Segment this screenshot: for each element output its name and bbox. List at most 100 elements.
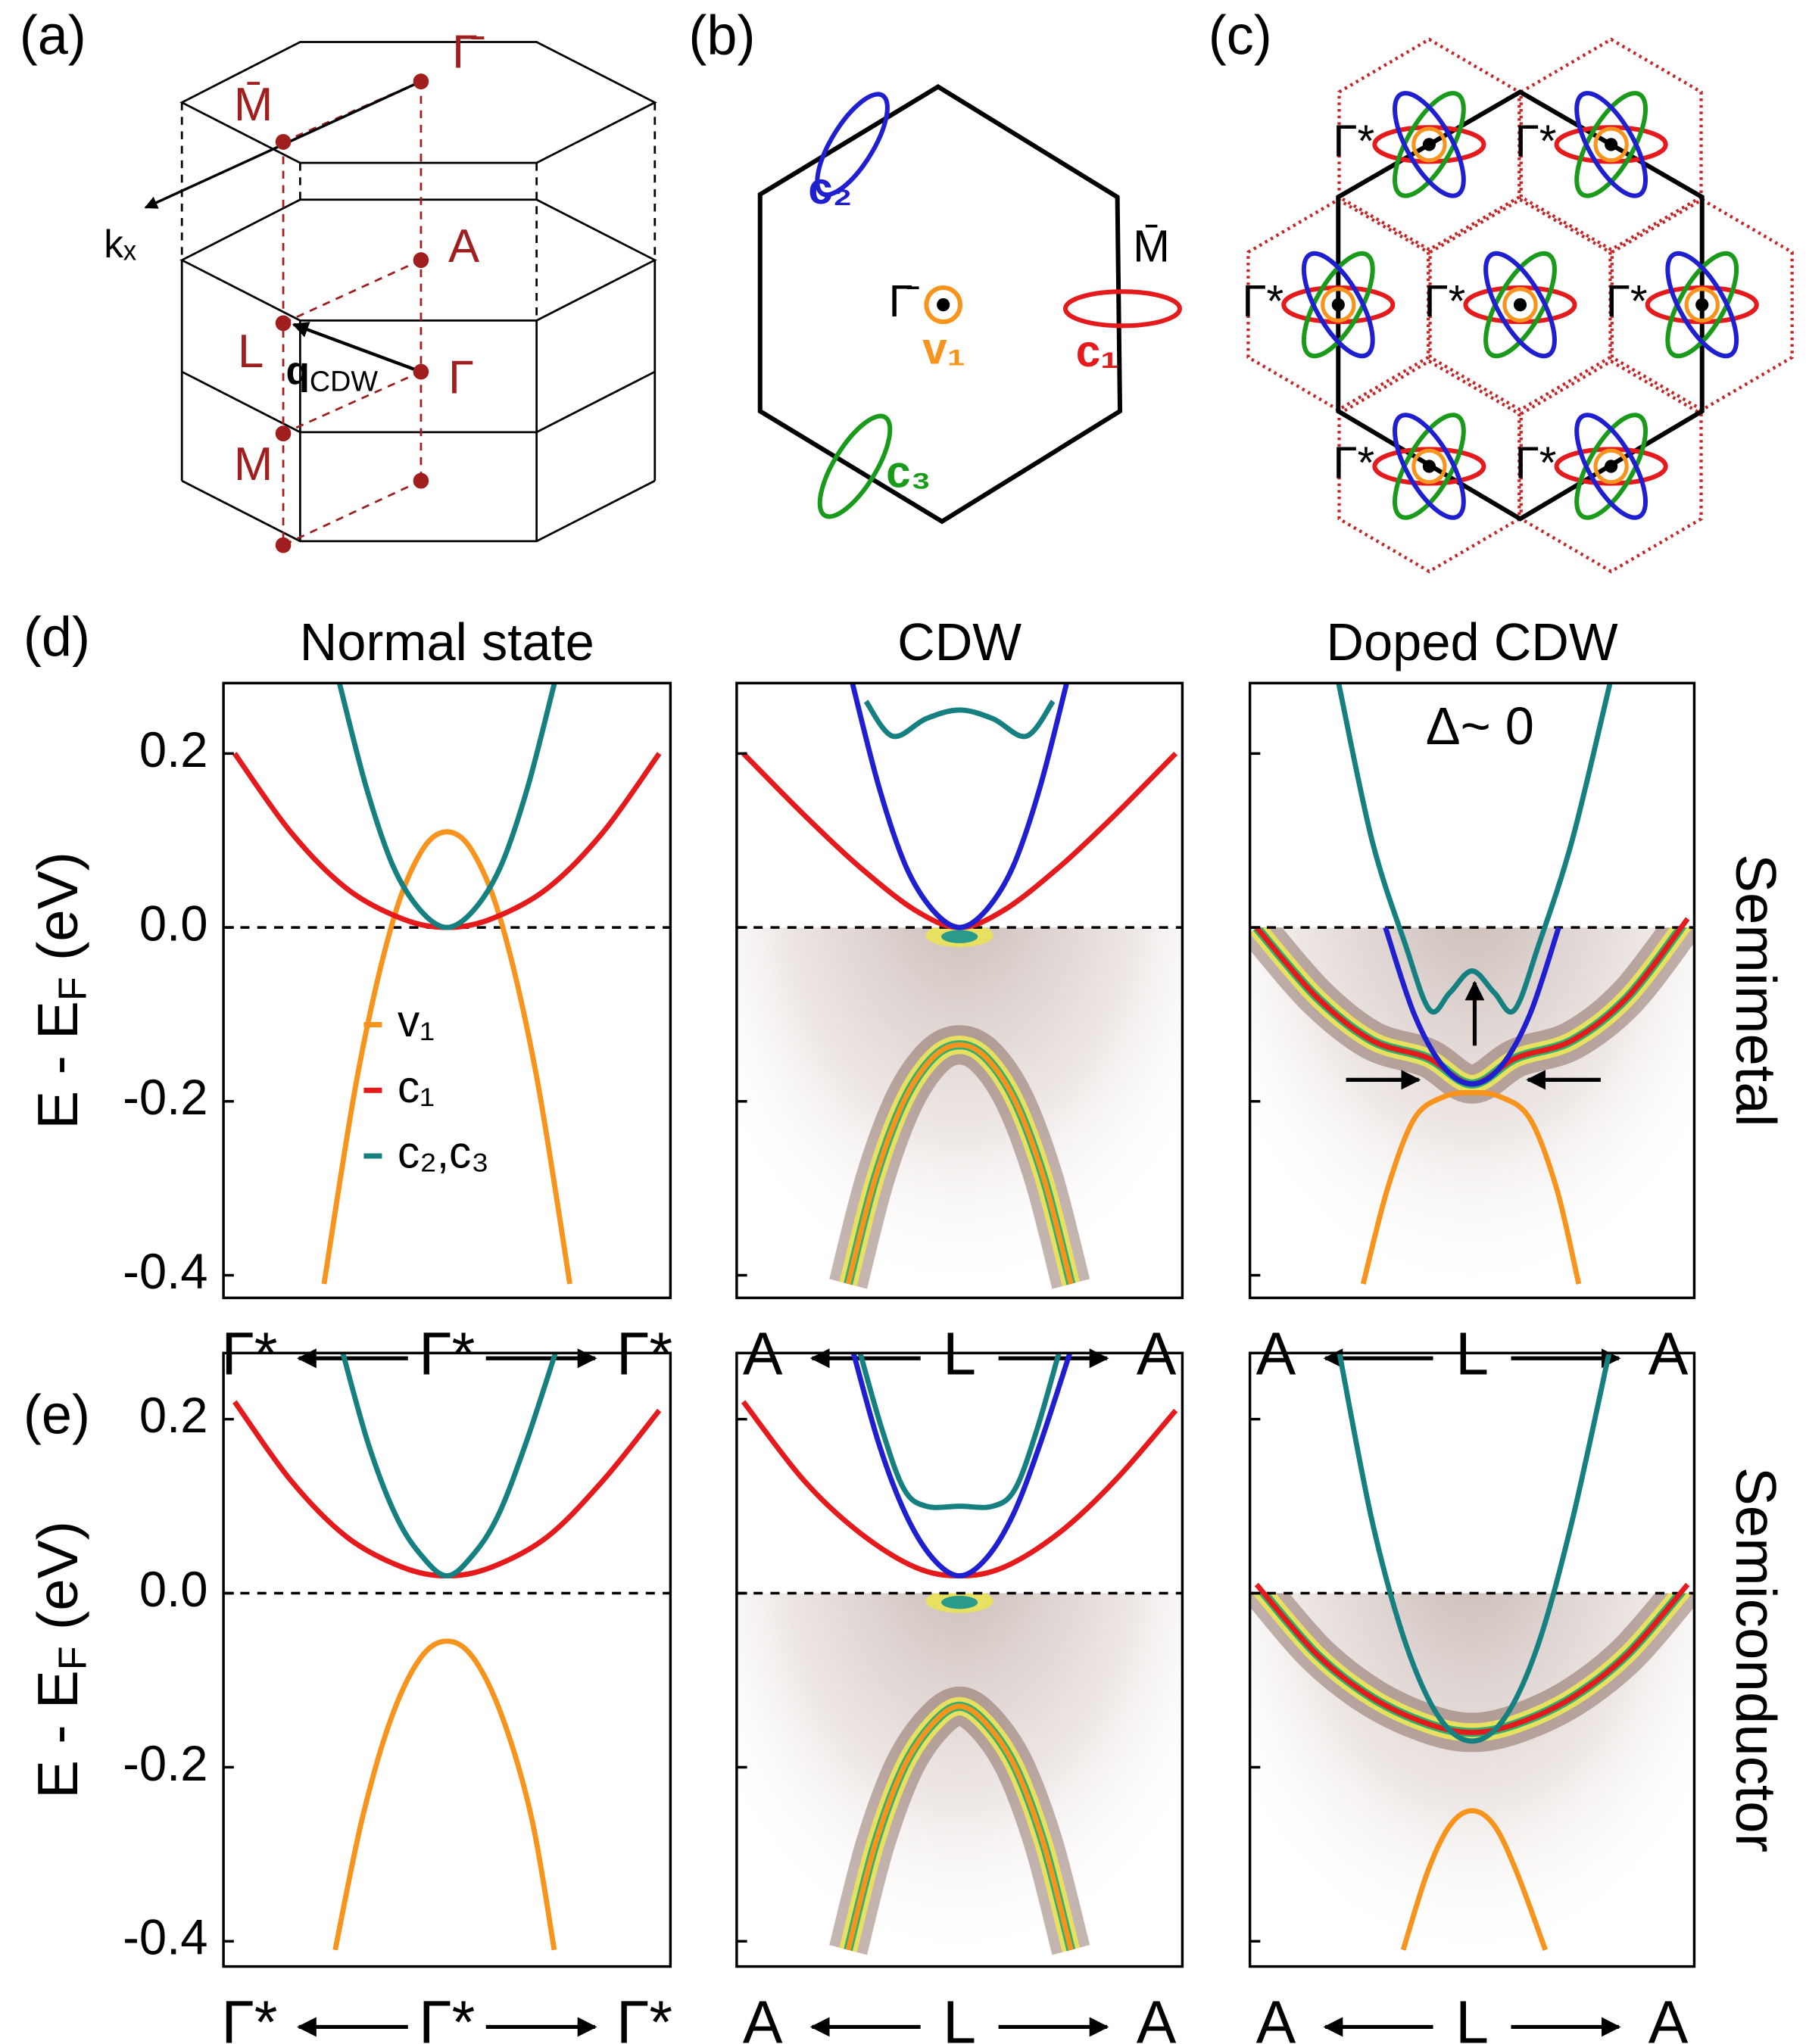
band: [337, 683, 557, 930]
x-label: A: [1137, 1988, 1177, 2044]
dashed-edges: [180, 102, 657, 321]
legend-label: c₁: [398, 1063, 435, 1112]
annotation: Δ~ 0: [1426, 697, 1534, 756]
series: [1254, 683, 1690, 1285]
pocket: [1392, 413, 1466, 520]
center: [1513, 298, 1527, 312]
band: [1383, 926, 1561, 1087]
chart-title: Normal state: [300, 613, 594, 671]
pocket: [1392, 91, 1466, 198]
x-label: L: [1455, 1988, 1489, 2044]
y-tick-label: 0.2: [139, 1388, 208, 1443]
chart: 0.2 0.0 -0.2 -0.4 (e) E - EF (eV) Γ* Γ* Γ*: [23, 1351, 672, 2044]
pocket: [1321, 287, 1356, 322]
axes-box: [735, 681, 1184, 1300]
panel-label: (d): [23, 606, 90, 668]
center: [1331, 298, 1345, 312]
y-label-unit: (eV): [27, 1521, 91, 1646]
spectral-density: [736, 927, 1183, 1298]
band: [1336, 683, 1613, 1015]
pocket: [1574, 413, 1648, 520]
brillouin-zone: [757, 83, 1123, 525]
band: [321, 829, 572, 1285]
band: [232, 752, 662, 930]
band: [850, 1353, 1073, 1579]
band: [1254, 1582, 1690, 1735]
y-axis-label: E - EF (eV): [27, 1521, 94, 1799]
band: [1337, 1353, 1612, 1744]
center: [937, 298, 950, 312]
point-label: A: [448, 220, 480, 273]
panel-label: (c): [1209, 5, 1272, 66]
label-m: M̄: [1133, 222, 1170, 271]
x-label: Γ*: [419, 1988, 475, 2044]
pocket: [1665, 251, 1739, 359]
x-label: Γ*: [221, 1988, 277, 2044]
points: [275, 73, 429, 553]
point-label: Γ: [448, 351, 474, 404]
pocket: [1392, 413, 1466, 520]
center: [1422, 460, 1436, 473]
y-label-main: E - E: [27, 1001, 91, 1129]
pocket: [1502, 287, 1538, 322]
pocket-c3: [817, 413, 893, 519]
series: [741, 1353, 1178, 1951]
chart-title: CDW: [897, 613, 1022, 671]
axes-box: [735, 1351, 1184, 1968]
label-v1: v₁: [922, 324, 965, 373]
band: [845, 1042, 1074, 1285]
row-label: Semimetal: [1723, 854, 1788, 1127]
series: [1254, 1353, 1690, 1951]
panel-b: (b) c₂ Γ̄ v₁ M̄ c₁ c₃: [688, 5, 1182, 525]
band: [741, 751, 1178, 930]
spectral-density: [1249, 1593, 1695, 1967]
pocket: [1574, 413, 1648, 520]
point-label: Γ*: [1515, 117, 1557, 166]
legend-label: c₂,c₃: [398, 1128, 489, 1177]
zone: [1428, 198, 1612, 412]
pocket-c1: [1062, 289, 1182, 329]
row-label: Semiconductor: [1723, 1467, 1788, 1852]
x-label: Γ*: [616, 1988, 672, 2044]
band: [863, 700, 1056, 740]
density-bg: [1249, 927, 1695, 1298]
q-main: q: [285, 347, 309, 391]
center: [1422, 138, 1436, 151]
point-label: M̄: [234, 78, 273, 130]
panel-a: (a) Γ̄ M̄ A L Γ M kₓ qCDW: [20, 5, 657, 553]
y-tick-label: -0.2: [123, 1070, 207, 1125]
chart: 0.2 0.0 -0.2 -0.4 Normal state (d) E - EF (eV)…: [23, 606, 672, 1388]
q-label: qCDW: [285, 347, 378, 398]
panel-c: (c) Γ* Γ* Γ* Γ* Γ* Γ* Γ*: [1209, 5, 1794, 574]
band: [1360, 1089, 1582, 1285]
point-label: Γ*: [1606, 277, 1648, 326]
x-label: A: [1648, 1988, 1689, 2044]
label-c1: c₁: [1076, 327, 1119, 376]
center: [1605, 138, 1618, 151]
band: [332, 1638, 557, 1951]
face: [181, 370, 656, 434]
y-tick-label: -0.2: [123, 1735, 207, 1790]
axes-box: [222, 1351, 672, 1968]
point-label: M: [234, 438, 273, 491]
band: [850, 683, 1069, 930]
center: [1605, 460, 1618, 473]
panel-label: (e): [23, 1384, 90, 1445]
pocket: [1411, 126, 1447, 163]
pocket: [1684, 287, 1720, 322]
pocket: [1593, 126, 1629, 163]
density-bg: [736, 927, 1183, 1298]
pocket: [1574, 91, 1648, 198]
pocket: [1301, 251, 1375, 359]
y-axis-label: E - EF (eV): [27, 852, 94, 1129]
point-label: Γ̄: [452, 26, 485, 78]
y-label-sub: F: [50, 1646, 94, 1670]
x-label: A: [1256, 1988, 1296, 2044]
y-tick-label: 0.0: [139, 896, 208, 951]
series: [232, 683, 662, 1285]
y-label-main: E - E: [27, 1670, 91, 1799]
